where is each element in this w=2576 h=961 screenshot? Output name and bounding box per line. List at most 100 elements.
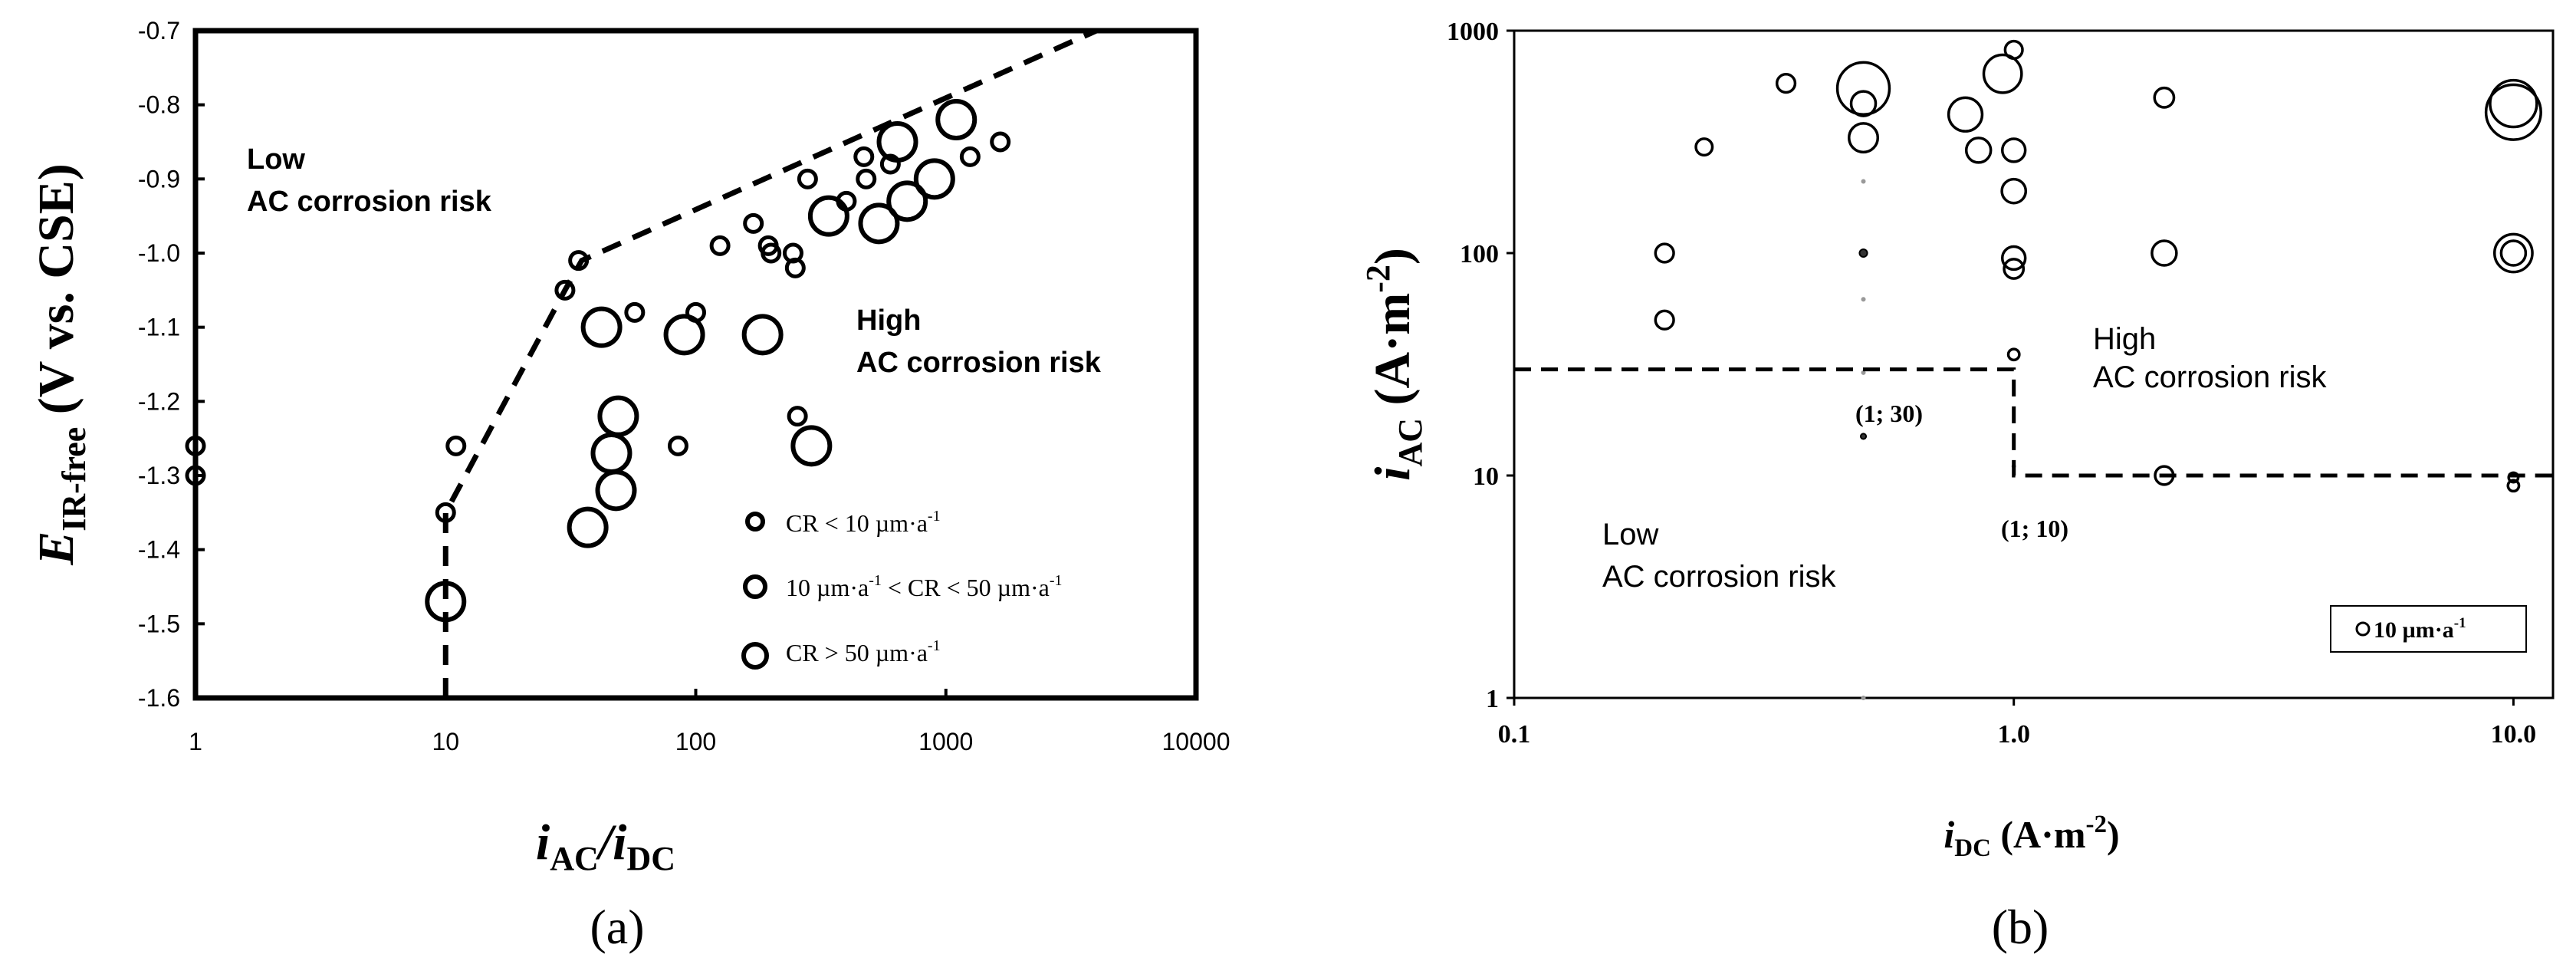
b-data-points [1654,39,2542,493]
a-region-high-line1: High [856,304,921,337]
b-data-point [1858,248,1868,258]
b-data-point [2484,83,2542,141]
b-threshold-label-1: (1; 30) [1855,400,1923,427]
a-y-tick-label: -0.8 [138,91,180,119]
b-data-point [2506,479,2521,493]
b-data-point [2150,239,2178,267]
b-data-point [1848,122,1880,154]
b-faint-point [1861,696,1866,700]
b-x-tick-label: 10.0 [2491,720,2537,749]
b-data-point [1982,53,2023,94]
b-y-tick-label: 1 [1486,685,1499,713]
a-data-point-large [807,195,849,237]
b-data-point [2006,347,2021,362]
a-data-point-small [185,465,206,486]
b-data-point [1654,242,1675,264]
panel-b: 1 10 100 1000 0.1 1.0 10.0 High AC corrosion … [1359,18,2555,954]
a-data-point-small [836,190,857,212]
b-y-tick-label: 100 [1460,240,1499,268]
a-data-point-small [787,406,808,427]
b-data-point [1859,433,1868,440]
a-data-point-small [185,435,206,456]
b-data-point [2154,465,2175,486]
a-data-point-small [435,502,456,523]
a-risk-boundary [442,28,1098,698]
b-data-point [1947,96,1984,133]
a-y-axis-label: EIR-free (V vs. CSE) [28,163,93,566]
a-x-tick-label: 10 [432,728,459,755]
b-data-point [2153,86,2176,109]
b-legend-label: 10 µm·a-1 [2374,615,2466,643]
a-data-point-small [554,279,576,301]
b-data-point [1694,137,1714,157]
a-legend-marker-small [745,512,765,532]
b-x-tick-label: 0.1 [1498,720,1531,749]
a-y-tick-label: -0.9 [138,165,180,193]
a-data-point-small [624,301,646,323]
a-x-axis-label: iAC/iDC [536,815,675,877]
a-panel-label: (a) [590,900,644,954]
a-data-points [185,99,1011,623]
a-data-point-large [913,158,955,200]
a-y-tick-label: -1.4 [138,536,180,564]
a-legend-label-small: CR < 10 µm·a-1 [786,508,941,537]
b-data-point [2489,78,2538,129]
a-data-point-small [856,168,877,189]
a-data-point-small [853,146,875,167]
b-threshold-label-2: (1; 10) [2001,515,2068,542]
b-faint-point [1861,370,1866,375]
a-data-point-small [568,250,590,272]
b-panel-label: (b) [1992,900,2049,954]
a-y-tick-label: -1.1 [138,314,180,341]
a-data-point-small [709,235,731,256]
a-data-point-large [590,433,632,474]
a-legend-label-large: CR > 50 µm·a-1 [786,637,941,666]
plot-area-b [1513,29,2555,699]
a-data-point-small [685,301,706,323]
b-y-tick-label: 10 [1473,462,1499,491]
a-legend-marker-medium [743,574,767,599]
b-faint-point [1861,297,1866,302]
a-data-point-large [858,202,900,245]
a-data-point-small [761,242,782,264]
a-data-point-large [741,314,784,356]
a-legend-marker-large [741,642,769,670]
b-data-point [1654,309,1675,331]
a-y-tick-label: -1.2 [138,387,180,415]
a-data-point-small [667,435,688,456]
b-data-point [2000,177,2028,205]
a-y-tick-label: -1.3 [138,462,180,489]
b-y-axis-label: iAC (A·m-2) [1359,248,1429,481]
b-region-high-line2: AC corrosion risk [2093,360,2328,394]
a-data-point-large [663,314,705,356]
b-data-point [2492,232,2534,274]
a-data-point-large [886,180,928,222]
a-data-point-large [580,306,623,348]
a-data-point-large [595,469,637,512]
b-data-point [1849,90,1878,117]
b-data-point [2507,471,2520,484]
a-y-tick-label: -1.5 [138,610,180,637]
a-y-ticks: -0.7 -0.8 -0.9 -1.0 -1.1 -1.2 -1.3 -1.4 -1.5 -1.6 [138,17,205,712]
a-data-point-large [935,99,978,140]
b-region-high-line1: High [2093,322,2156,356]
a-x-ticks: 1 10 100 1000 10000 [189,689,1230,755]
a-data-point-small [445,435,467,456]
b-region-low-line2: AC corrosion risk [1602,560,1837,594]
b-data-point [1964,137,1993,164]
a-data-point-large [425,581,467,623]
a-x-tick-label: 10000 [1162,728,1230,755]
panel-a: -0.7 -0.8 -0.9 -1.0 -1.1 -1.2 -1.3 -1.4 -1.5 -1.6… [28,17,1230,954]
a-data-point-small [990,131,1011,153]
a-data-point-large [790,425,833,467]
b-legend-marker [2355,621,2371,637]
a-data-point-small [959,146,981,167]
b-data-point [2000,137,2027,163]
b-data-point [2003,258,2026,280]
a-x-tick-label: 1000 [918,728,973,755]
b-data-point [2000,245,2027,272]
b-data-point [1775,72,1797,94]
a-region-low-line1: Low [247,143,305,176]
b-legend: 10 µm·a-1 [2330,605,2527,653]
a-data-point-small [797,168,818,189]
